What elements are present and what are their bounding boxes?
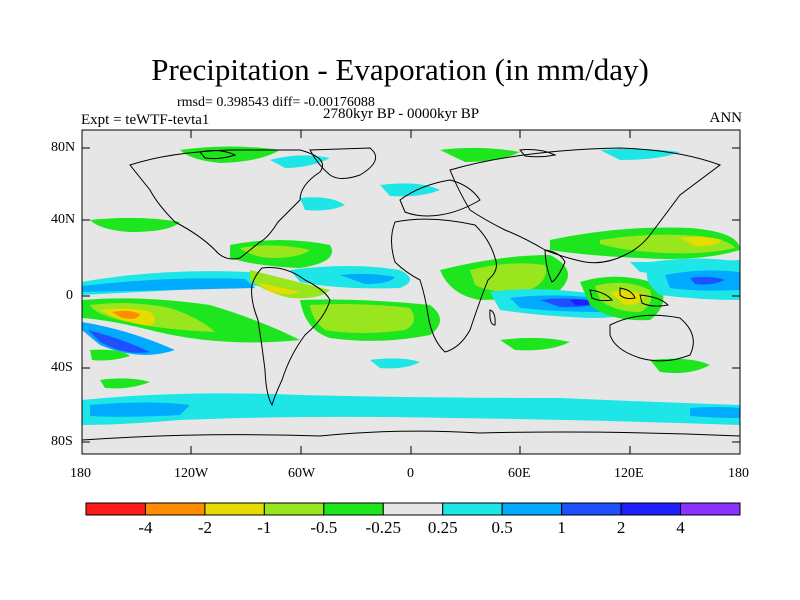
axis-ticks — [82, 130, 740, 454]
experiment-label: Expt = teWTF-tevta1 — [81, 112, 210, 128]
stats-text: rmsd= 0.398543 diff= -0.00176088 — [177, 95, 375, 110]
y-tick-label: 40N — [51, 212, 76, 227]
x-tick-label: 60E — [508, 466, 531, 481]
colorbar-swatch — [442, 502, 503, 516]
colorbar-swatch — [620, 502, 682, 516]
season-label: ANN — [709, 110, 743, 126]
x-tick-label: 120W — [174, 466, 209, 481]
colorbar-label: 2 — [616, 518, 626, 537]
colorbar-label: 4 — [676, 518, 685, 537]
colorbar-label: 0.5 — [491, 518, 513, 537]
colorbar-swatch — [263, 502, 325, 516]
y-tick-label: 40S — [51, 360, 73, 375]
coastlines — [82, 147, 740, 441]
x-tick-label: 180 — [70, 466, 91, 481]
y-tick-label: 80S — [51, 434, 73, 449]
colorbar-label: 0.25 — [427, 518, 458, 537]
colorbar-swatch — [561, 502, 622, 516]
colorbar-label: -1 — [257, 518, 272, 537]
field-contours — [82, 146, 740, 425]
x-tick-label: 180 — [728, 466, 749, 481]
period-text: 2780kyr BP - 0000kyr BP — [323, 106, 480, 122]
y-tick-label: 0 — [66, 288, 73, 303]
y-tick-label: 80N — [51, 140, 76, 155]
colorbar-swatch — [382, 502, 444, 516]
colorbar-swatch — [501, 502, 563, 516]
x-tick-label: 0 — [407, 466, 414, 481]
colorbar-label: -4 — [138, 518, 153, 537]
colorbar-swatch — [85, 502, 146, 516]
colorbar-swatch — [680, 502, 741, 516]
colorbar-label: -2 — [197, 518, 212, 537]
colorbar-swatch — [144, 502, 206, 516]
colorbar-swatch — [323, 502, 384, 516]
colorbar-label: -0.5 — [310, 518, 338, 537]
colorbar-label: -0.25 — [365, 518, 401, 537]
x-tick-label: 120E — [614, 466, 644, 481]
colorbar-label: 1 — [557, 518, 566, 537]
plot-title: Precipitation - Evaporation (in mm/day) — [151, 52, 649, 87]
x-tick-label: 60W — [288, 466, 316, 481]
colorbar-swatch — [204, 502, 265, 516]
